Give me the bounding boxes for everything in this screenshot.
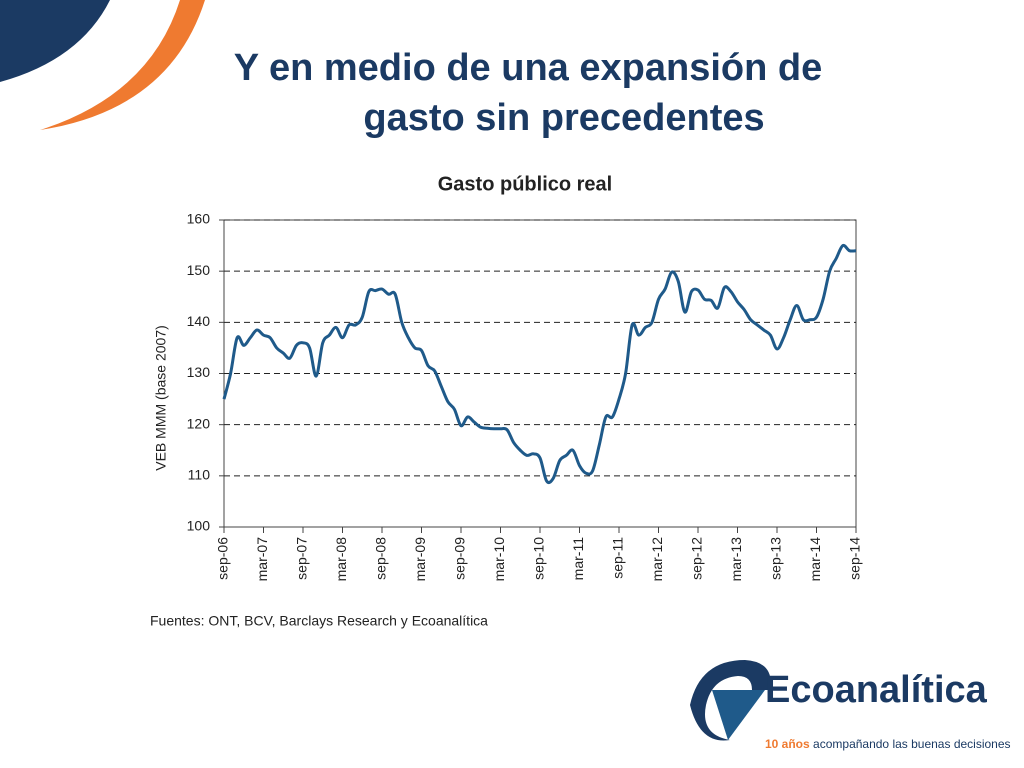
source-note: Fuentes: ONT, BCV, Barclays Research y E… xyxy=(150,613,488,629)
x-tick-label: sep-09 xyxy=(452,537,468,580)
x-tick-label: sep-13 xyxy=(768,537,784,580)
y-tick-label: 120 xyxy=(187,415,211,431)
x-tick-label: mar-14 xyxy=(807,537,823,582)
tagline-text: acompañando las buenas decisiones xyxy=(813,737,1010,751)
y-tick-label: 160 xyxy=(187,211,211,227)
y-tick-label: 130 xyxy=(187,364,211,380)
x-tick-label: sep-12 xyxy=(689,537,705,580)
y-tick-label: 140 xyxy=(187,313,211,329)
x-tick-label: mar-08 xyxy=(333,537,349,582)
x-tick-label: mar-09 xyxy=(412,537,428,582)
x-tick-label: sep-10 xyxy=(531,537,547,580)
x-tick-label: mar-12 xyxy=(649,537,665,582)
x-tick-label: sep-06 xyxy=(215,537,231,580)
x-tick-label: mar-07 xyxy=(254,537,270,582)
y-axis-label: VEB MMM (base 2007) xyxy=(153,325,169,471)
x-tick-label: sep-11 xyxy=(610,537,626,579)
y-tick-label: 100 xyxy=(187,518,211,534)
x-tick-label: sep-07 xyxy=(294,537,310,580)
y-tick-label: 150 xyxy=(187,262,211,278)
x-tick-label: sep-08 xyxy=(373,537,389,580)
chart-title: Gasto público real xyxy=(438,173,612,195)
x-tick-label: mar-11 xyxy=(570,537,586,581)
logo-icon xyxy=(712,690,765,740)
data-line xyxy=(222,243,857,485)
tagline: 10 años acompañando las buenas decisione… xyxy=(765,737,1011,751)
logo-text: Ecoanalítica xyxy=(765,669,988,711)
x-tick-label: mar-10 xyxy=(491,537,507,582)
x-tick-label: sep-14 xyxy=(847,537,863,580)
tagline-bold: 10 años xyxy=(765,737,810,751)
corner-navy xyxy=(0,0,110,82)
x-tick-label: mar-13 xyxy=(728,537,744,582)
logo-icon xyxy=(690,660,771,741)
y-tick-label: 110 xyxy=(188,467,211,483)
slide-title: gasto sin precedentes xyxy=(363,97,764,139)
slide-title: Y en medio de una expansión de xyxy=(234,47,822,89)
corner-orange xyxy=(40,0,205,130)
